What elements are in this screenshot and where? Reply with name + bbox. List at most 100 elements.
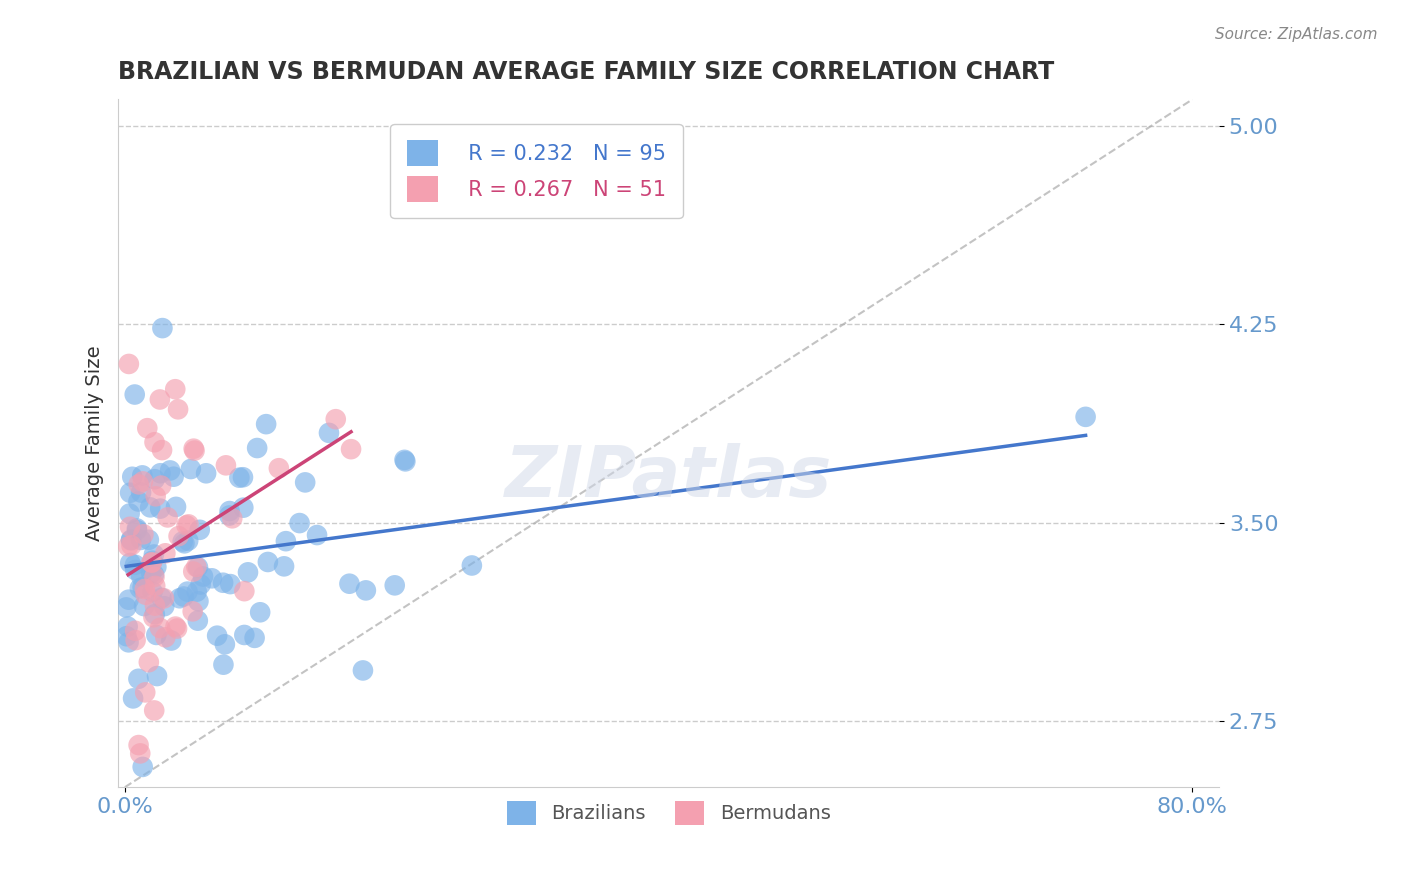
Brazilians bbox=[214, 637, 236, 651]
Brazilians bbox=[232, 470, 254, 484]
Brazilians bbox=[219, 577, 242, 591]
Bermudans bbox=[167, 402, 190, 417]
Brazilians bbox=[172, 534, 194, 549]
Brazilians bbox=[190, 577, 212, 591]
Brazilians bbox=[294, 475, 316, 490]
Bermudans bbox=[128, 738, 150, 752]
Text: BRAZILIAN VS BERMUDAN AVERAGE FAMILY SIZE CORRELATION CHART: BRAZILIAN VS BERMUDAN AVERAGE FAMILY SIZ… bbox=[118, 60, 1054, 84]
Bermudans bbox=[135, 588, 157, 602]
Bermudans bbox=[143, 435, 166, 450]
Brazilians bbox=[165, 500, 187, 514]
Brazilians bbox=[228, 471, 250, 485]
Text: Source: ZipAtlas.com: Source: ZipAtlas.com bbox=[1215, 27, 1378, 42]
Brazilians bbox=[254, 417, 277, 432]
Brazilians bbox=[131, 580, 153, 594]
Bermudans bbox=[155, 546, 177, 560]
Brazilians bbox=[118, 592, 141, 607]
Brazilians bbox=[186, 584, 208, 599]
Bermudans bbox=[141, 556, 163, 570]
Brazilians bbox=[143, 607, 166, 622]
Brazilians bbox=[176, 584, 198, 599]
Bermudans bbox=[128, 477, 150, 491]
Bermudans bbox=[150, 443, 173, 458]
Brazilians bbox=[124, 563, 146, 577]
Brazilians bbox=[305, 528, 328, 542]
Brazilians bbox=[273, 559, 295, 574]
Bermudans bbox=[325, 412, 347, 426]
Bermudans bbox=[183, 443, 205, 458]
Brazilians bbox=[138, 533, 160, 547]
Brazilians bbox=[141, 566, 163, 580]
Bermudans bbox=[156, 510, 179, 524]
Bermudans bbox=[132, 475, 155, 489]
Brazilians bbox=[129, 533, 152, 547]
Brazilians bbox=[233, 628, 256, 642]
Brazilians bbox=[394, 453, 416, 467]
Bermudans bbox=[141, 556, 163, 570]
Bermudans bbox=[149, 621, 172, 635]
Text: ZIPatlas: ZIPatlas bbox=[505, 443, 832, 512]
Brazilians bbox=[120, 485, 142, 500]
Brazilians bbox=[124, 387, 146, 401]
Brazilians bbox=[152, 321, 174, 335]
Brazilians bbox=[180, 462, 202, 476]
Bermudans bbox=[149, 392, 172, 407]
Brazilians bbox=[188, 523, 211, 537]
Bermudans bbox=[117, 540, 139, 554]
Brazilians bbox=[118, 507, 141, 521]
Brazilians bbox=[173, 536, 195, 550]
Brazilians bbox=[1074, 409, 1097, 424]
Brazilians bbox=[115, 629, 138, 643]
Brazilians bbox=[125, 523, 148, 537]
Bermudans bbox=[124, 624, 146, 638]
Brazilians bbox=[129, 485, 152, 500]
Brazilians bbox=[212, 657, 235, 672]
Brazilians bbox=[149, 467, 172, 481]
Bermudans bbox=[134, 685, 156, 699]
Brazilians bbox=[131, 468, 153, 483]
Bermudans bbox=[181, 604, 204, 618]
Brazilians bbox=[218, 504, 240, 518]
Brazilians bbox=[139, 500, 162, 515]
Bermudans bbox=[165, 619, 187, 633]
Brazilians bbox=[149, 501, 172, 516]
Brazilians bbox=[121, 470, 143, 484]
Bermudans bbox=[186, 559, 208, 574]
Bermudans bbox=[143, 703, 166, 717]
Brazilians bbox=[131, 760, 153, 774]
Brazilians bbox=[146, 669, 169, 683]
Brazilians bbox=[394, 454, 416, 468]
Brazilians bbox=[243, 631, 266, 645]
Brazilians bbox=[195, 467, 218, 481]
Bermudans bbox=[267, 461, 290, 475]
Bermudans bbox=[221, 511, 243, 525]
Bermudans bbox=[165, 382, 187, 396]
Brazilians bbox=[125, 521, 148, 535]
Brazilians bbox=[274, 534, 297, 549]
Brazilians bbox=[117, 635, 139, 649]
Bermudans bbox=[145, 489, 167, 503]
Bermudans bbox=[150, 478, 173, 492]
Brazilians bbox=[117, 619, 139, 633]
Brazilians bbox=[187, 560, 209, 574]
Bermudans bbox=[143, 579, 166, 593]
Y-axis label: Average Family Size: Average Family Size bbox=[86, 345, 104, 541]
Brazilians bbox=[124, 558, 146, 572]
Brazilians bbox=[201, 571, 224, 585]
Brazilians bbox=[160, 633, 183, 648]
Bermudans bbox=[124, 633, 146, 648]
Brazilians bbox=[129, 569, 152, 583]
Brazilians bbox=[153, 599, 176, 614]
Bermudans bbox=[132, 527, 155, 541]
Bermudans bbox=[138, 655, 160, 669]
Brazilians bbox=[150, 591, 173, 605]
Brazilians bbox=[162, 469, 184, 483]
Bermudans bbox=[136, 421, 159, 435]
Brazilians bbox=[141, 554, 163, 568]
Brazilians bbox=[318, 425, 340, 440]
Bermudans bbox=[134, 582, 156, 596]
Brazilians bbox=[352, 664, 374, 678]
Brazilians bbox=[354, 583, 377, 598]
Brazilians bbox=[218, 508, 240, 523]
Brazilians bbox=[384, 578, 406, 592]
